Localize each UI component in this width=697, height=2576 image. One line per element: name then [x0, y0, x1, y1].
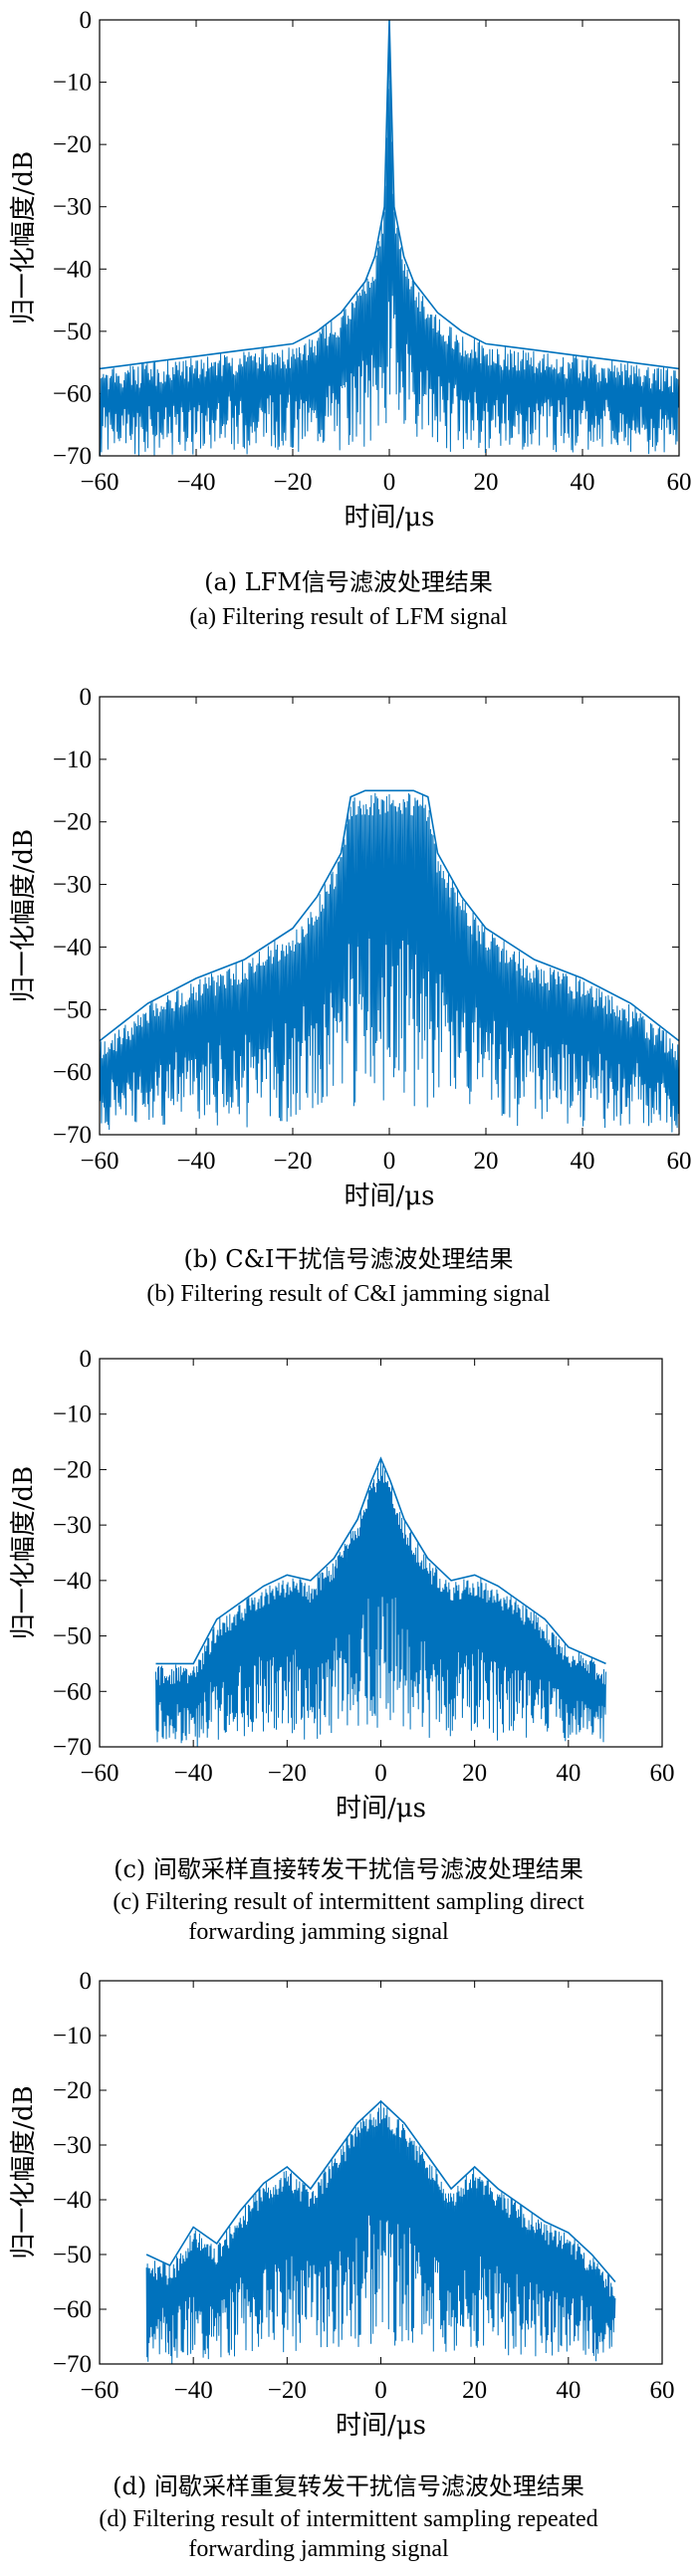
series-trace — [155, 1460, 606, 1748]
caption-en-d-line2: forwarding jamming signal — [188, 2536, 449, 2562]
x-tick-label: 0 — [383, 1148, 396, 1175]
x-tick-label: −60 — [80, 2377, 118, 2404]
caption-en-c-line2: forwarding jamming signal — [188, 1919, 449, 1945]
series-trace — [99, 25, 680, 457]
x-tick-label: 20 — [462, 2377, 487, 2404]
y-tick-label: 0 — [80, 684, 93, 711]
y-tick-label: −70 — [53, 1734, 92, 1761]
y-tick-label: −50 — [53, 996, 92, 1023]
y-tick-label: −50 — [53, 319, 92, 345]
x-tick-label: −20 — [273, 469, 312, 496]
caption-zh-b: (b) C&I干扰信号滤波处理结果 — [183, 1245, 514, 1273]
y-tick-label: −10 — [53, 747, 92, 773]
caption-en-c-line1: (c) Filtering result of intermittent sam… — [113, 1889, 584, 1915]
series-envelope — [155, 1456, 606, 1665]
caption-zh-a: (a) LFM信号滤波处理结果 — [204, 568, 493, 596]
y-tick-label: −40 — [53, 934, 92, 961]
caption-en-b: (b) Filtering result of C&I jamming sign… — [146, 1281, 551, 1307]
x-tick-label: −20 — [273, 1148, 312, 1175]
series-trace — [145, 2101, 616, 2365]
x-tick-label: 60 — [667, 1148, 692, 1175]
x-tick-label: −60 — [80, 469, 118, 496]
x-tick-label: −60 — [80, 1760, 118, 1787]
y-axis-label: 归一化幅度/dB — [9, 2085, 39, 2259]
x-axis-label: 时间/μs — [344, 1181, 434, 1211]
caption-en-a: (a) Filtering result of LFM signal — [189, 604, 508, 630]
y-tick-label: −60 — [53, 1059, 92, 1086]
x-axis-label: 时间/μs — [344, 503, 434, 533]
y-tick-label: −60 — [53, 380, 92, 407]
plot-frame — [99, 19, 680, 457]
plot-frame — [99, 696, 680, 1136]
caption-zh-c: (c) 间歇采样直接转发干扰信号滤波处理结果 — [114, 1855, 583, 1883]
chart-panel-d: 归一化幅度/dB 时间/μs 0 −10 −20 −30 −40 −50 −60 −70 −60 −4… — [0, 1956, 697, 2576]
series-trace — [99, 792, 680, 1133]
x-axis-label: 时间/μs — [336, 1794, 426, 1824]
x-tick-label: 20 — [474, 1148, 499, 1175]
y-tick-label: −30 — [53, 872, 92, 899]
y-tick-label: −10 — [53, 1401, 92, 1428]
x-tick-label: 20 — [474, 469, 499, 496]
y-tick-label: −50 — [53, 2242, 92, 2268]
series-envelope — [145, 2099, 616, 2283]
y-axis-label: 归一化幅度/dB — [9, 151, 39, 325]
chart-panel-a: 归一化幅度/dB 时间/μs 0 −10 −20 −30 −40 −50 −60 −70 −60 −4… — [0, 0, 697, 657]
y-tick-label: −10 — [53, 70, 92, 97]
y-tick-label: −20 — [53, 809, 92, 836]
y-tick-label: −40 — [53, 1568, 92, 1595]
x-tick-label: −20 — [268, 1760, 307, 1787]
y-tick-label: −30 — [53, 2132, 92, 2159]
x-tick-label: 60 — [650, 1760, 675, 1787]
chart-panel-b: 归一化幅度/dB 时间/μs 0 −10 −20 −30 −40 −50 −60 −70 −60 −4… — [0, 672, 697, 1329]
x-tick-label: −60 — [80, 1148, 118, 1175]
y-tick-label: −70 — [53, 2351, 92, 2378]
plot-frame — [99, 1358, 663, 1748]
x-axis-label: 时间/μs — [336, 2411, 426, 2441]
x-tick-label: 40 — [556, 2377, 581, 2404]
y-tick-label: −70 — [53, 1122, 92, 1149]
y-tick-label: −20 — [53, 1456, 92, 1483]
y-tick-label: −30 — [53, 1512, 92, 1539]
y-tick-label: −60 — [53, 1678, 92, 1705]
x-tick-label: 60 — [650, 2377, 675, 2404]
y-tick-label: 0 — [80, 1346, 93, 1373]
x-tick-label: 40 — [571, 1148, 595, 1175]
y-tick-label: 0 — [80, 7, 93, 34]
x-tick-label: 60 — [667, 469, 692, 496]
x-tick-label: 0 — [374, 2377, 387, 2404]
y-axis-label: 归一化幅度/dB — [9, 829, 39, 1003]
x-tick-label: −20 — [268, 2377, 307, 2404]
plot-frame — [99, 1980, 663, 2365]
y-tick-label: −60 — [53, 2296, 92, 2323]
y-tick-label: −40 — [53, 2187, 92, 2214]
caption-zh-d: (d) 间歇采样重复转发干扰信号滤波处理结果 — [113, 2472, 584, 2500]
x-tick-label: 40 — [556, 1760, 581, 1787]
y-tick-label: −20 — [53, 2077, 92, 2104]
x-tick-label: 40 — [571, 469, 595, 496]
x-tick-label: 0 — [383, 469, 396, 496]
x-tick-label: 20 — [462, 1760, 487, 1787]
y-tick-label: −30 — [53, 194, 92, 221]
x-tick-label: −40 — [174, 1760, 213, 1787]
y-axis-label: 归一化幅度/dB — [9, 1466, 39, 1640]
y-tick-label: −40 — [53, 256, 92, 283]
y-tick-label: −70 — [53, 443, 92, 470]
x-tick-label: −40 — [176, 469, 215, 496]
caption-en-d-line1: (d) Filtering result of intermittent sam… — [99, 2506, 598, 2532]
y-tick-label: −20 — [53, 131, 92, 158]
y-tick-label: −10 — [53, 2023, 92, 2049]
chart-panel-c: 归一化幅度/dB 时间/μs 0 −10 −20 −30 −40 −50 −60 −70 −60 −4… — [0, 1334, 697, 1961]
y-tick-label: 0 — [80, 1968, 93, 1995]
x-tick-label: 0 — [374, 1760, 387, 1787]
x-tick-label: −40 — [176, 1148, 215, 1175]
y-tick-label: −50 — [53, 1623, 92, 1650]
x-tick-label: −40 — [174, 2377, 213, 2404]
series-envelope — [99, 789, 680, 1042]
